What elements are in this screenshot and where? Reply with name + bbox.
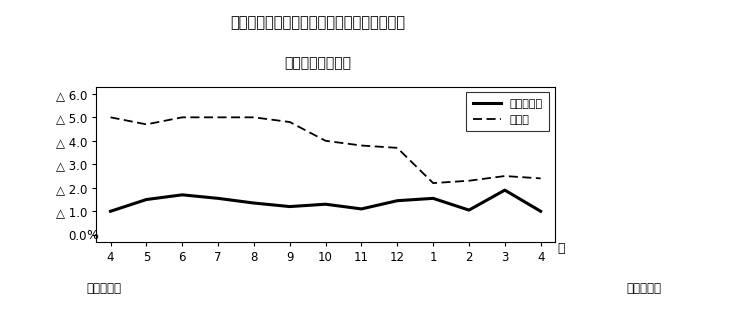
製造業 [393,146,402,150]
Text: 平成２２年: 平成２２年 [626,281,662,294]
製造業 [106,115,115,119]
Text: %: % [87,229,98,242]
調査産業計 [214,197,223,200]
Legend: 調査産業計, 製造業: 調査産業計, 製造業 [466,92,549,131]
調査産業計 [286,205,295,208]
製造業 [249,115,258,119]
調査産業計 [428,197,437,200]
製造業 [321,139,330,143]
調査産業計 [536,210,545,213]
Text: 第３図　常用雇用指数　対前年同月比の推移: 第３図 常用雇用指数 対前年同月比の推移 [231,16,406,30]
製造業 [286,120,295,124]
製造業 [428,181,437,185]
調査産業計 [249,201,258,205]
製造業 [178,115,186,119]
製造業 [465,179,474,183]
調査産業計 [142,198,151,202]
Text: 平成２１年: 平成２１年 [86,281,121,294]
製造業 [214,115,223,119]
調査産業計 [321,202,330,206]
Line: 調査産業計: 調査産業計 [110,190,541,211]
調査産業計 [106,210,115,213]
製造業 [357,144,366,147]
調査産業計 [465,208,474,212]
製造業 [536,176,545,180]
調査産業計 [357,207,366,211]
Text: 月: 月 [557,242,565,255]
調査産業計 [178,193,186,197]
Line: 製造業: 製造業 [110,117,541,183]
調査産業計 [500,188,509,192]
調査産業計 [393,199,402,202]
製造業 [142,122,151,126]
Text: （規模５人以上）: （規模５人以上） [285,56,352,70]
製造業 [500,174,509,178]
